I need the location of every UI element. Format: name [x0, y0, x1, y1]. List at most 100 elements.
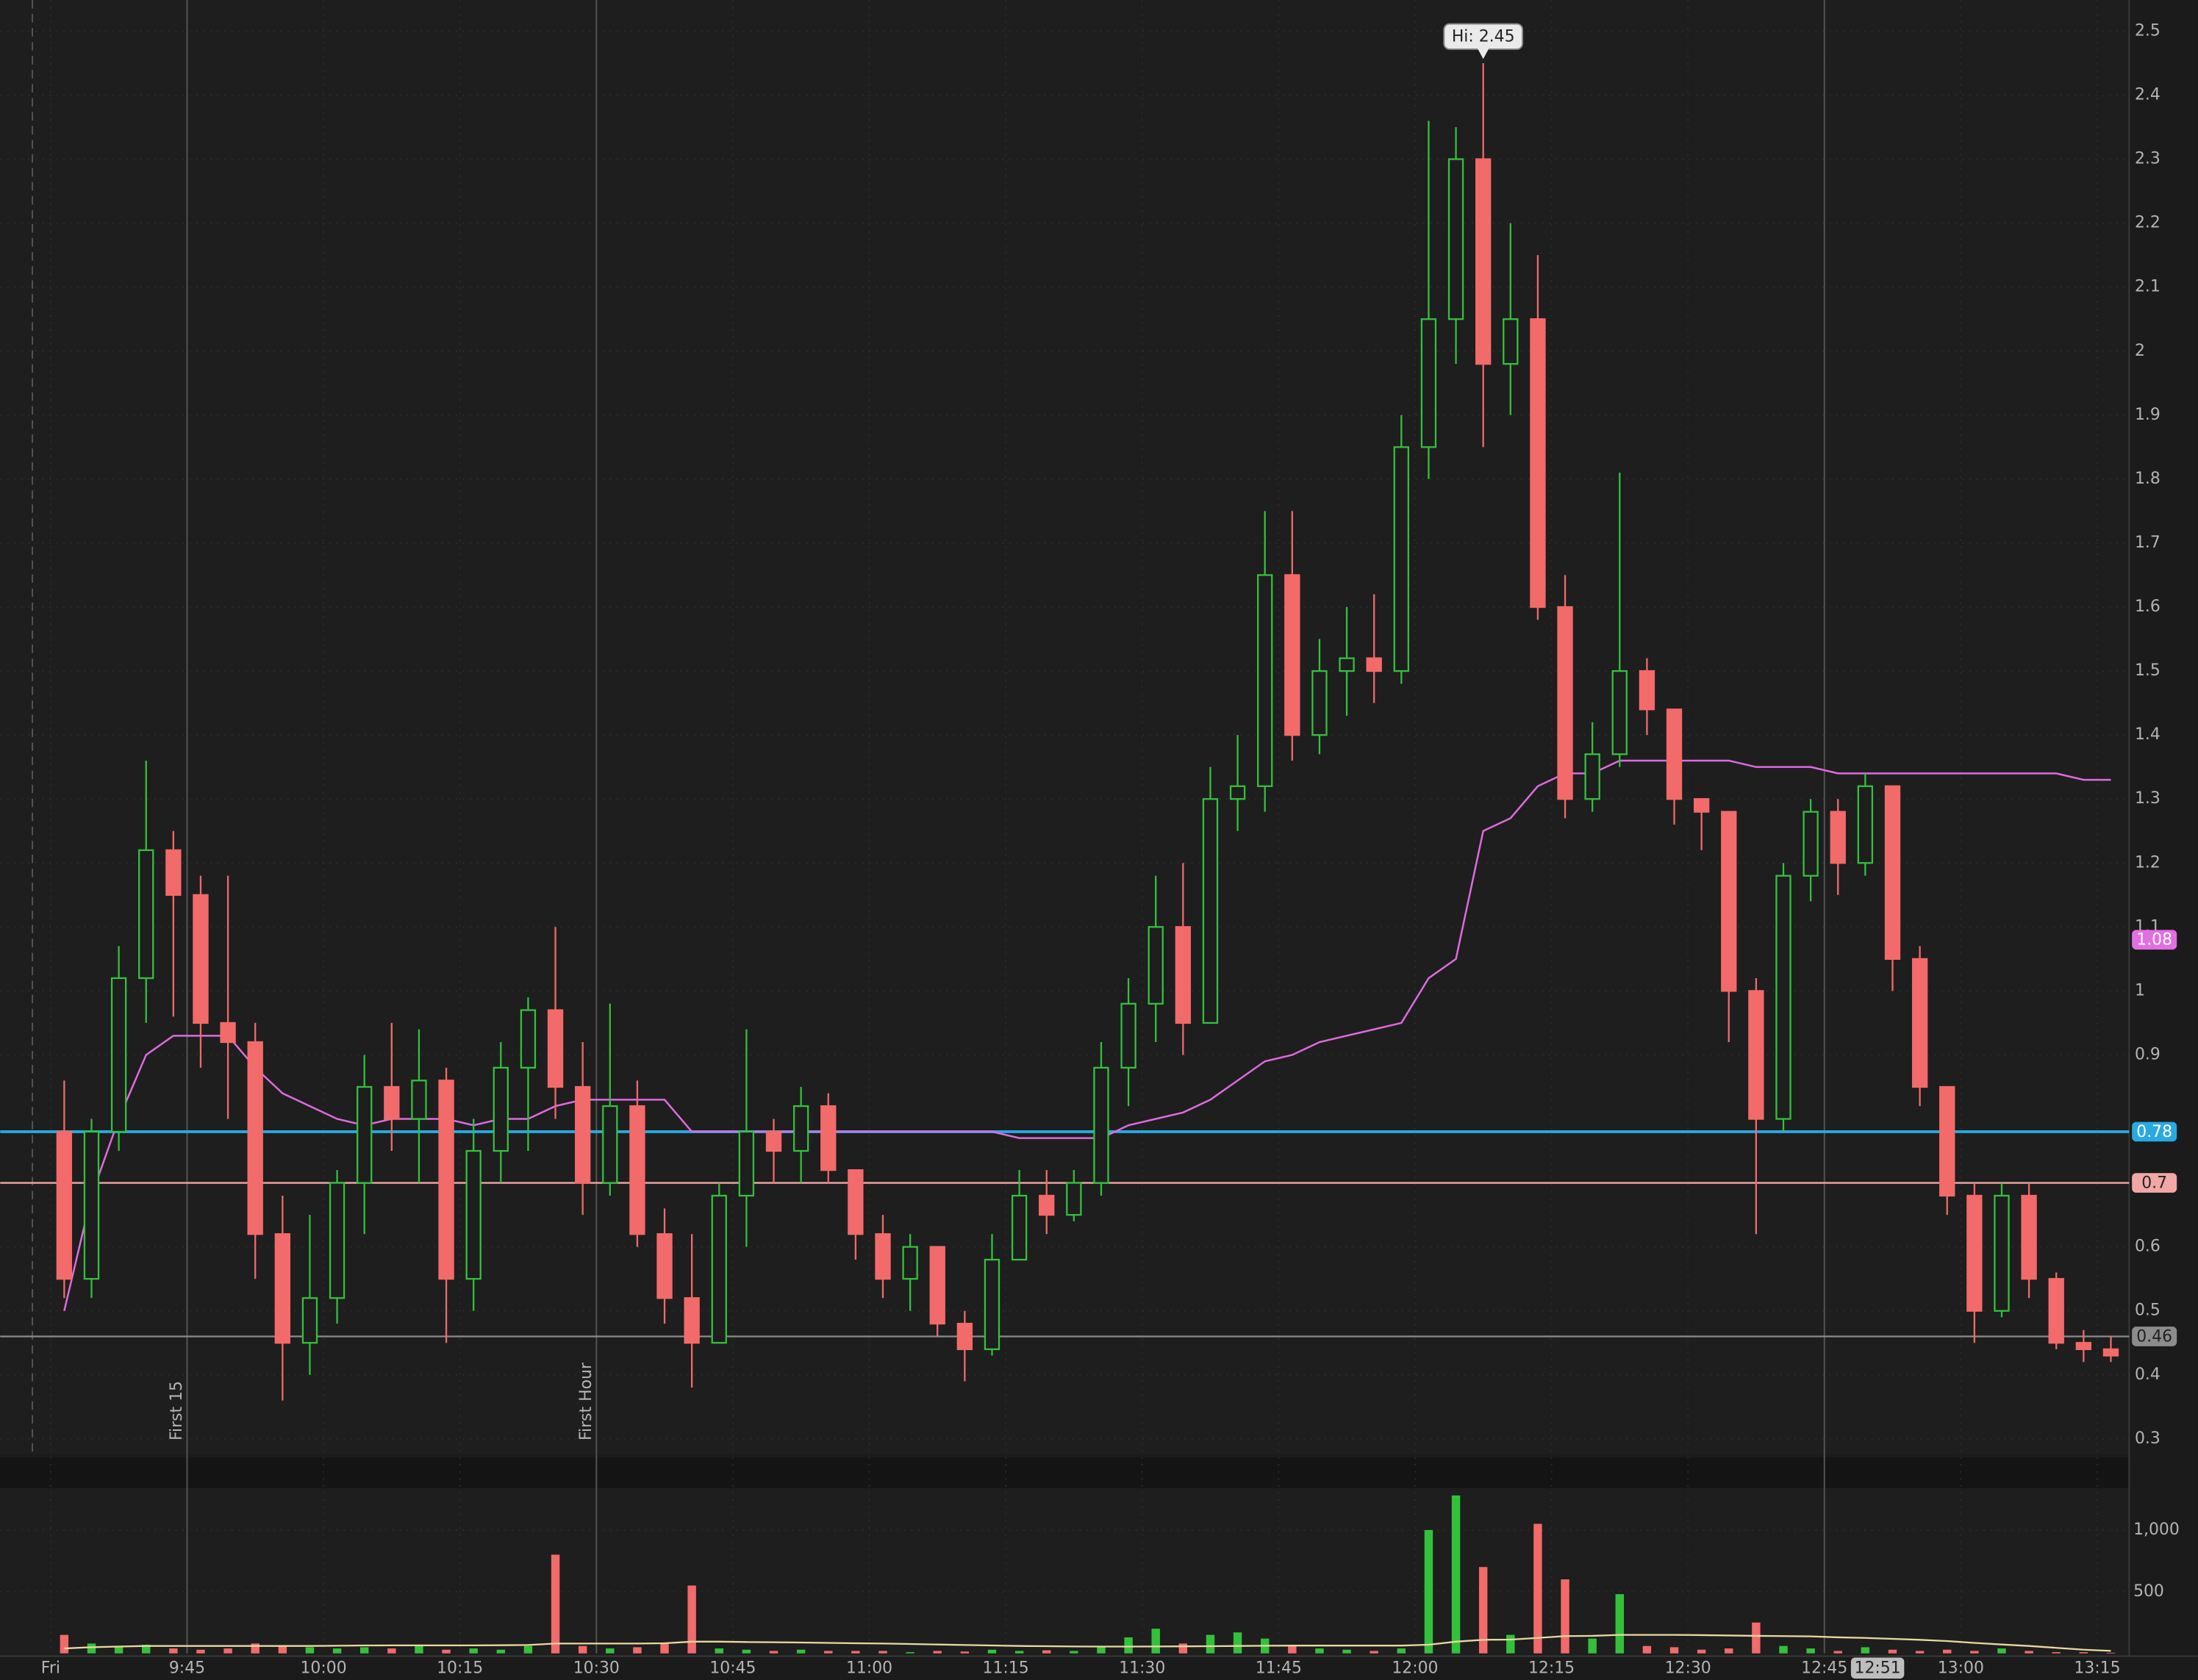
volume-bar	[1533, 1523, 1542, 1654]
candle-body	[2075, 1342, 2092, 1351]
candle-body	[1884, 785, 1901, 960]
volume-bar	[523, 1645, 533, 1654]
candle-body	[1721, 811, 1737, 992]
volume-bar	[1014, 1651, 1024, 1654]
candle-body	[520, 1009, 537, 1069]
volume-bar	[415, 1645, 423, 1654]
y-tick-label: 0.5	[2135, 1302, 2161, 1320]
candle-body	[1775, 875, 1791, 1120]
volume-bar	[1806, 1648, 1815, 1654]
volume-bar	[1124, 1637, 1133, 1654]
candle-body	[574, 1085, 591, 1184]
candle-body	[1803, 811, 1819, 877]
volume-bar	[442, 1649, 451, 1654]
candle-body	[1857, 785, 1874, 864]
y-tick-label: 1.4	[2135, 725, 2161, 744]
price-tag-label: 0.46	[2136, 1327, 2172, 1346]
candle-body	[1420, 318, 1437, 448]
y-tick-label: 1.7	[2135, 534, 2161, 552]
candle-body	[1611, 670, 1628, 755]
candle-body	[1175, 926, 1192, 1024]
volume-bar	[1915, 1651, 1925, 1654]
candle-body	[138, 849, 154, 980]
x-tick-label: 10:00	[301, 1659, 347, 1678]
candle-body	[1202, 798, 1219, 1024]
volume-bar	[251, 1643, 259, 1654]
volume-bar	[578, 1645, 587, 1654]
volume-bar	[1178, 1643, 1188, 1654]
volume-bar	[1397, 1648, 1406, 1654]
volume-bar	[2106, 1652, 2116, 1654]
volume-tick-label: 500	[2133, 1582, 2164, 1601]
candle-body	[629, 1105, 645, 1235]
price-tag	[2132, 1121, 2177, 1142]
candle-body	[411, 1080, 427, 1120]
candle-body	[301, 1297, 318, 1344]
candle-body	[2021, 1194, 2037, 1280]
candle-body	[1475, 158, 1492, 365]
panel-gap	[0, 1457, 2130, 1488]
x-tick-label: 12:15	[1528, 1659, 1575, 1678]
candle-body	[465, 1149, 482, 1280]
volume-bar	[387, 1648, 396, 1654]
candle-body	[1584, 753, 1600, 800]
candle-body	[1039, 1194, 1055, 1216]
average-line	[63, 759, 2111, 1311]
volume-bar	[1833, 1651, 1842, 1654]
y-tick-label: 1.2	[2135, 853, 2161, 872]
candle-body	[1339, 657, 1355, 672]
candle-body	[1011, 1194, 1028, 1261]
volume-bar	[906, 1652, 914, 1654]
volume-average	[64, 1634, 2111, 1652]
candle-body	[656, 1233, 673, 1299]
y-tick-label: 1.3	[2135, 789, 2161, 808]
volume-bar	[1725, 1648, 1733, 1654]
candle-body	[247, 1041, 263, 1235]
y-tick-label: 2.1	[2135, 278, 2161, 296]
candle-body	[956, 1322, 973, 1351]
price-tag-label: 0.7	[2141, 1174, 2167, 1193]
candle-body	[711, 1194, 727, 1344]
volume-bar	[1478, 1567, 1488, 1654]
volume-bar	[1861, 1647, 1870, 1654]
candle-body	[193, 894, 209, 1024]
candle-body	[2102, 1348, 2119, 1357]
y-tick-label: 2.4	[2135, 86, 2161, 104]
candle-body	[929, 1246, 945, 1325]
candle-body	[1311, 670, 1328, 736]
volume-bar	[1943, 1649, 1952, 1654]
price-tag	[2132, 930, 2177, 950]
candle-body	[602, 1105, 618, 1184]
candle-body	[738, 1130, 755, 1197]
volume-bar	[1970, 1651, 1979, 1654]
y-tick-label: 2.3	[2135, 150, 2161, 168]
volume-bar	[769, 1651, 778, 1654]
candle-body	[220, 1022, 236, 1044]
candle-body	[547, 1009, 564, 1088]
x-tick-label: 11:45	[1256, 1659, 1302, 1678]
volume-bar	[633, 1647, 642, 1654]
y-tick-label: 1.5	[2135, 661, 2161, 680]
high-label: Hi: 2.45	[1452, 28, 1515, 46]
volume-bar	[1370, 1651, 1378, 1654]
volume-bar	[687, 1585, 696, 1654]
candle-body	[1693, 798, 1710, 813]
candle-body	[438, 1080, 454, 1280]
candle-body	[493, 1066, 509, 1152]
volume-bar	[1997, 1648, 2006, 1654]
y-tick-label: 1.8	[2135, 470, 2161, 488]
candle-body	[1557, 606, 1573, 800]
volume-bar	[1097, 1645, 1106, 1654]
volume-bar	[114, 1645, 123, 1654]
candle-body	[1911, 958, 1928, 1088]
volume-bar	[851, 1651, 860, 1654]
volume-bar	[496, 1649, 506, 1654]
volume-bar	[960, 1651, 970, 1654]
volume-bar	[742, 1649, 751, 1654]
candle-body	[875, 1233, 891, 1280]
y-tick-label: 0.4	[2135, 1365, 2161, 1384]
volume-bar	[1070, 1651, 1078, 1654]
volume-bar	[1561, 1579, 1569, 1654]
